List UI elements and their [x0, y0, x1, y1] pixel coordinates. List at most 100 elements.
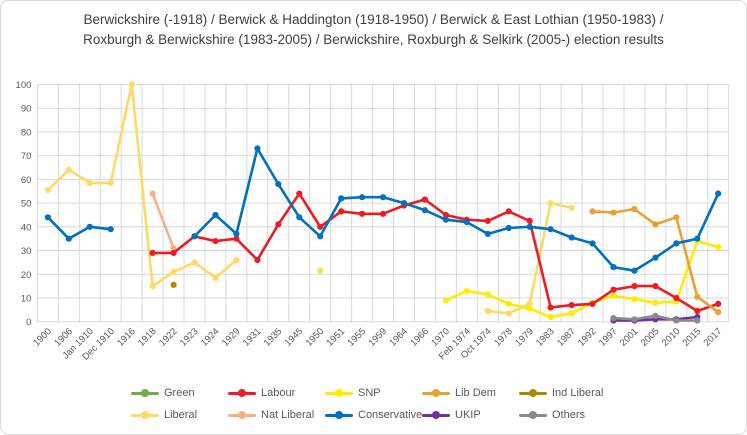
legend-label: Labour: [261, 387, 296, 399]
legend-item-ukip: UKIP: [422, 409, 519, 421]
data-point-liberal: [317, 267, 324, 274]
data-point-liberal: [86, 179, 93, 186]
y-tick-label: 30: [21, 246, 32, 257]
series-conservative: [44, 145, 722, 274]
data-point-conservative: [673, 240, 680, 247]
x-tick-label: 1900: [31, 326, 54, 349]
data-point-labour: [233, 235, 240, 242]
legend-label: Lib Dem: [455, 387, 496, 399]
data-point-lib-dem: [694, 293, 701, 300]
data-point-conservative: [233, 230, 240, 237]
data-point-liberal: [170, 268, 177, 275]
legend-marker-icon: [228, 411, 256, 419]
data-point-labour: [296, 190, 303, 197]
data-point-liberal: [191, 259, 198, 266]
legend-row: Green Labour SNP Lib Dem Ind Liberal: [1, 382, 746, 404]
data-point-liberal: [568, 204, 575, 211]
legend-marker-dot-icon: [141, 411, 149, 419]
data-point-snp: [547, 313, 554, 321]
series-line-labour: [151, 192, 720, 313]
data-point-liberal: [44, 187, 52, 194]
legend-marker-icon: [519, 389, 547, 397]
y-tick-label: 70: [21, 151, 32, 162]
data-point-liberal: [526, 300, 533, 307]
legend-item-conservative: Conservative: [325, 409, 422, 421]
data-point-others: [631, 316, 638, 323]
x-tick-label: 1966: [408, 326, 431, 349]
x-tick-label: 1950: [304, 326, 327, 349]
y-tick-label: 0: [26, 317, 31, 328]
data-point-lib-dem: [652, 221, 659, 228]
data-point-lib-dem: [673, 214, 680, 221]
data-point-others: [610, 315, 617, 322]
data-point-labour: [673, 294, 680, 302]
x-tick-label: 2001: [618, 326, 641, 349]
x-tick-label: 1997: [597, 326, 620, 349]
legend-marker-dot-icon: [238, 411, 246, 419]
data-point-labour: [338, 208, 345, 215]
data-point-liberal: [547, 200, 554, 207]
x-tick-label: 1979: [513, 326, 536, 349]
x-tick-label: 1964: [387, 326, 410, 349]
data-point-labour: [275, 221, 282, 228]
legend-item-others: Others: [519, 409, 616, 421]
data-point-conservative: [568, 234, 575, 241]
series-nat-liberal: [149, 190, 177, 252]
x-tick-label: 1916: [115, 326, 138, 349]
data-point-snp: [484, 291, 491, 298]
legend-marker-icon: [131, 389, 159, 397]
data-point-others: [694, 317, 701, 324]
legend-marker-dot-icon: [335, 389, 343, 397]
legend-row: Liberal Nat Liberal Conservative UKIP Others: [1, 404, 746, 426]
data-point-labour: [526, 217, 533, 224]
data-point-lib-dem: [631, 205, 638, 213]
series-line-conservative: [46, 147, 720, 272]
x-tick-label: 1992: [576, 326, 599, 349]
data-point-conservative: [589, 240, 596, 247]
data-point-labour: [212, 238, 219, 245]
x-tick-label: 1978: [492, 326, 515, 349]
x-tick-label: 1983: [534, 326, 557, 349]
legend-marker-dot-icon: [432, 389, 440, 397]
legend-marker-dot-icon: [529, 411, 537, 419]
y-axis-labels: 0 10 20 30 40 50 60 70 80 90 100: [16, 80, 32, 328]
legend-label: Ind Liberal: [552, 387, 604, 399]
x-tick-label: 1918: [136, 326, 159, 349]
data-point-conservative: [359, 194, 366, 201]
data-point-snp: [526, 305, 533, 312]
y-tick-label: 90: [21, 104, 32, 115]
data-point-snp: [610, 292, 617, 299]
data-point-conservative: [442, 216, 449, 223]
data-point-labour: [149, 249, 156, 256]
legend-marker-icon: [131, 411, 159, 419]
data-point-lib-dem: [610, 209, 617, 216]
data-point-conservative: [86, 223, 93, 230]
legend-marker-icon: [325, 389, 353, 397]
data-point-liberal: [505, 310, 512, 317]
legend-item-ind-liberal: Ind Liberal: [519, 387, 616, 399]
x-tick-label: 1955: [345, 326, 368, 349]
series-line-snp: [444, 239, 720, 319]
y-tick-label: 50: [21, 199, 32, 210]
data-point-others: [652, 312, 659, 319]
x-tick-label: 1935: [262, 326, 285, 349]
legend-label: Green: [164, 387, 195, 399]
x-tick-label: 2017: [702, 326, 725, 349]
data-point-snp: [715, 243, 722, 251]
data-point-conservative: [652, 254, 659, 261]
data-point-liberal: [65, 166, 72, 173]
data-point-conservative: [526, 223, 533, 230]
data-point-labour: [359, 210, 366, 217]
legend-marker-icon: [422, 389, 450, 397]
data-point-snp: [505, 300, 512, 307]
data-point-conservative: [254, 145, 261, 152]
data-point-labour: [694, 307, 701, 315]
data-point-liberal: [484, 307, 491, 315]
data-point-labour: [652, 283, 659, 290]
data-point-lib-dem: [715, 309, 722, 316]
gridlines: [36, 84, 730, 323]
data-point-conservative: [421, 207, 428, 214]
